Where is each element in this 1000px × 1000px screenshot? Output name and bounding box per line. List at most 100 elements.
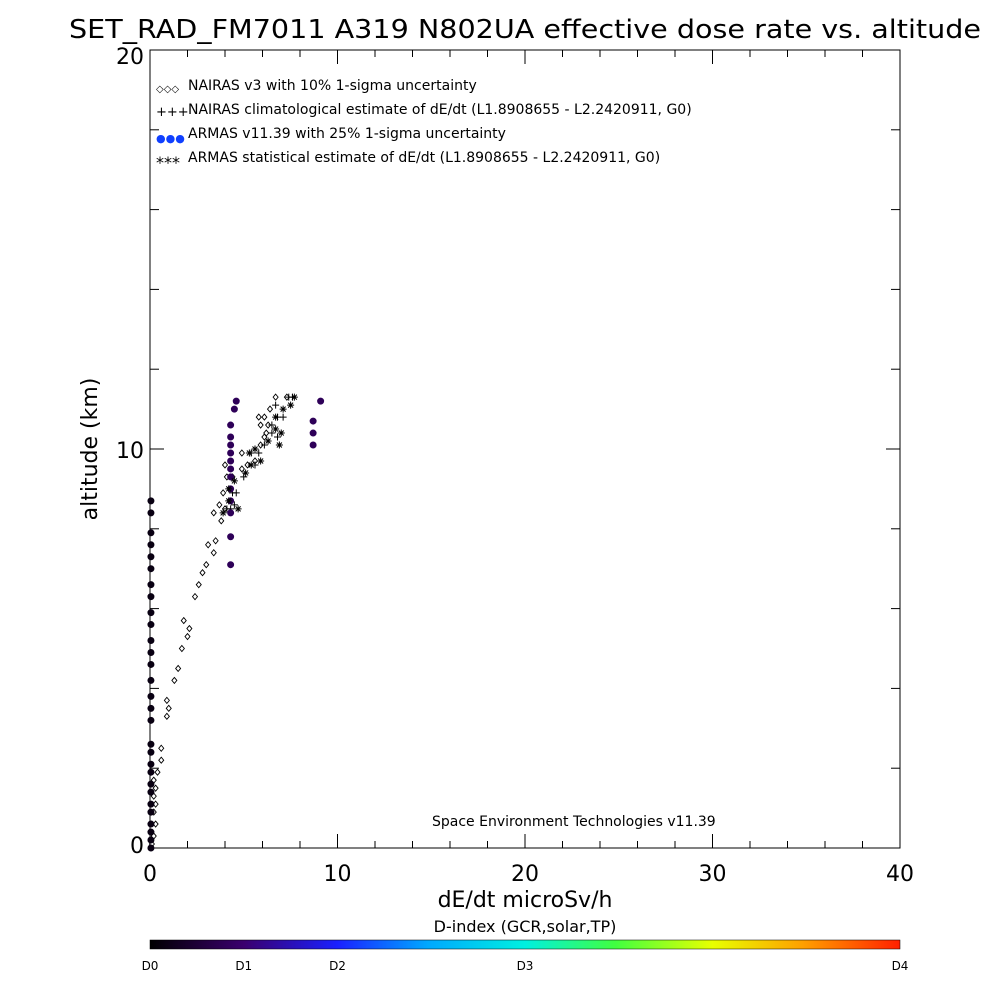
series-3 — [219, 393, 298, 517]
armas-point — [147, 609, 155, 617]
armas-point — [147, 637, 155, 645]
nairas-v3-point — [152, 784, 159, 792]
nairas-climatological-point — [230, 501, 238, 509]
nairas-climatological-point — [268, 421, 276, 429]
armas-statistical-point — [272, 413, 280, 421]
armas-point — [147, 768, 155, 776]
legend-symbol-nairas-climatological: +++ — [156, 105, 189, 120]
nairas-v3-point — [257, 421, 264, 429]
x-tick-label-30: 30 — [699, 862, 727, 887]
armas-statistical-point — [245, 449, 253, 457]
colorbar-label: D0 — [142, 959, 159, 973]
armas-statistical-point — [251, 445, 259, 453]
armas-statistical-point — [219, 509, 227, 517]
armas-statistical-point — [242, 469, 250, 477]
nairas-v3-point — [216, 501, 223, 509]
nairas-v3-point — [238, 449, 245, 457]
armas-point — [147, 541, 155, 549]
armas-point — [147, 740, 155, 748]
chart-title: SET_RAD_FM7011 A319 N802UA effective dos… — [69, 15, 981, 45]
nairas-v3-point — [218, 517, 225, 525]
armas-point — [227, 441, 235, 449]
nairas-climatological-point — [255, 449, 263, 457]
armas-point — [147, 565, 155, 573]
nairas-climatological-point — [274, 433, 281, 441]
y-tick-label-20: 20 — [116, 45, 144, 70]
data-points — [147, 393, 325, 852]
nairas-climatological-point — [279, 413, 287, 421]
armas-statistical-point — [290, 393, 298, 401]
nairas-v3-point — [186, 624, 193, 633]
legend-symbol-nairas-v3: ◇◇◇ — [156, 84, 179, 95]
x-tick-label-20: 20 — [511, 862, 539, 887]
series-0 — [148, 393, 290, 848]
armas-statistical-point — [277, 429, 285, 437]
armas-point — [147, 788, 155, 796]
armas-point — [227, 449, 235, 457]
x-axis-label: dE/dt microSv/h — [438, 888, 613, 913]
armas-point — [147, 800, 155, 808]
armas-point — [147, 676, 155, 684]
armas-point — [147, 648, 155, 656]
armas-point — [230, 405, 238, 413]
y-tick-label-10: 10 — [116, 439, 144, 464]
nairas-v3-point — [195, 580, 202, 589]
plot-frame — [149, 49, 901, 849]
armas-point — [227, 457, 235, 465]
nairas-v3-point — [238, 465, 245, 473]
y-axis-label: altitude (km) — [78, 378, 103, 521]
series-2 — [147, 397, 325, 852]
armas-point — [147, 581, 155, 589]
nairas-v3-point — [171, 676, 178, 685]
nairas-climatological-point — [260, 441, 268, 449]
armas-point — [317, 397, 325, 405]
armas-point — [147, 553, 155, 561]
armas-statistical-point — [225, 485, 233, 493]
nairas-v3-point — [175, 664, 182, 673]
nairas-v3-point — [263, 429, 270, 437]
colorbar-labels: D0 D1 D2 D3 D4 — [142, 959, 909, 973]
nairas-v3-point — [210, 549, 217, 557]
armas-point — [147, 716, 155, 724]
y-tick-label-0: 0 — [130, 834, 144, 859]
armas-point — [147, 660, 155, 668]
armas-point — [147, 509, 155, 517]
armas-point — [147, 593, 155, 601]
legend-symbol-armas: ●●● — [156, 132, 185, 145]
armas-point — [227, 433, 235, 441]
legend-symbol-armas-statistical: *** — [156, 153, 180, 172]
nairas-v3-point — [265, 421, 272, 429]
armas-point — [147, 760, 155, 768]
armas-point — [147, 704, 155, 712]
nairas-v3-point — [158, 756, 165, 764]
colorbar-title: D-index (GCR,solar,TP) — [434, 917, 617, 936]
armas-point — [147, 780, 155, 788]
armas-point — [309, 429, 317, 437]
nairas-climatological-point — [232, 489, 240, 497]
nairas-v3-point — [220, 489, 227, 497]
armas-statistical-point — [272, 425, 280, 433]
armas-statistical-point — [247, 461, 255, 469]
armas-point — [232, 397, 240, 405]
armas-statistical-point — [275, 441, 283, 449]
nairas-v3-point — [154, 768, 161, 776]
armas-point — [147, 808, 155, 816]
axis-ticks — [149, 49, 901, 849]
legend-label-armas-statistical: ARMAS statistical estimate of dE/dt (L1.… — [188, 150, 660, 166]
armas-point — [227, 561, 235, 569]
nairas-v3-point — [221, 461, 229, 469]
nairas-v3-point — [261, 413, 268, 421]
nairas-v3-point — [163, 696, 170, 705]
armas-point — [147, 820, 155, 828]
legend-label-armas: ARMAS v11.39 with 25% 1-sigma uncertaint… — [188, 126, 506, 142]
nairas-climatological-point — [268, 429, 276, 437]
armas-point — [227, 533, 235, 541]
colorbar-label: D2 — [329, 959, 346, 973]
armas-point — [147, 692, 155, 700]
armas-statistical-point — [264, 437, 272, 445]
x-tick-label-40: 40 — [886, 862, 914, 887]
nairas-v3-point — [178, 644, 185, 653]
armas-point — [147, 748, 155, 756]
nairas-v3-point — [203, 561, 210, 569]
armas-point — [147, 529, 155, 537]
